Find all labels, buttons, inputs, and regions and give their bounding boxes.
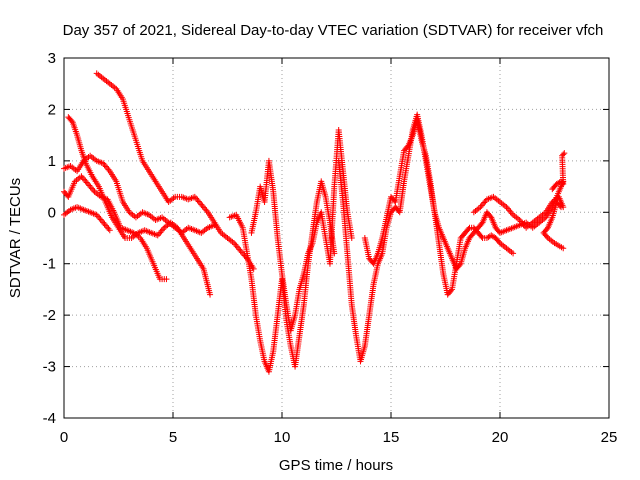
- data-point: [447, 287, 454, 294]
- x-tick-label: 10: [274, 429, 291, 446]
- series-arc-g: [248, 127, 355, 334]
- y-tick-label: 3: [48, 50, 56, 67]
- y-tick-label: 2: [48, 101, 56, 118]
- data-point: [495, 238, 502, 245]
- x-tick-label: 15: [383, 429, 400, 446]
- plot-frame: [63, 57, 610, 419]
- series-arc-a: [61, 204, 113, 234]
- data-point: [543, 233, 550, 240]
- y-tick-label: -1: [43, 256, 56, 273]
- x-tick-label: 5: [169, 429, 177, 446]
- data-point: [560, 151, 567, 158]
- y-tick-label: -2: [43, 307, 56, 324]
- y-tick-label: 1: [48, 153, 56, 170]
- y-tick-label: -3: [43, 359, 56, 376]
- data-point: [163, 276, 170, 283]
- x-axis-label: GPS time / hours: [279, 457, 393, 474]
- data-point: [456, 262, 463, 268]
- series-arc-e: [93, 70, 257, 272]
- data-point: [559, 179, 566, 186]
- data-point: [510, 250, 517, 257]
- data-point: [478, 233, 485, 240]
- x-tick-label: 0: [60, 429, 68, 446]
- y-tick-label: 0: [48, 204, 56, 221]
- data-point: [207, 291, 214, 298]
- series-arc-h: [335, 111, 517, 365]
- chart-title: Day 357 of 2021, Sidereal Day-to-day VTE…: [63, 22, 604, 39]
- y-tick-label: -4: [43, 410, 56, 427]
- data-point: [106, 227, 113, 234]
- data-marks: [61, 70, 568, 375]
- data-point: [68, 118, 75, 124]
- x-tick-label: 20: [492, 429, 509, 446]
- series-arc-k: [549, 150, 568, 193]
- data-point: [348, 235, 355, 241]
- data-point: [561, 150, 568, 157]
- series-arc-j: [470, 193, 567, 252]
- series-arc-d: [65, 114, 214, 298]
- y-axis-label: SDTVAR / TECUs: [7, 178, 24, 298]
- x-tick-label: 25: [601, 429, 618, 446]
- data-point: [465, 226, 472, 232]
- data-point: [560, 245, 567, 252]
